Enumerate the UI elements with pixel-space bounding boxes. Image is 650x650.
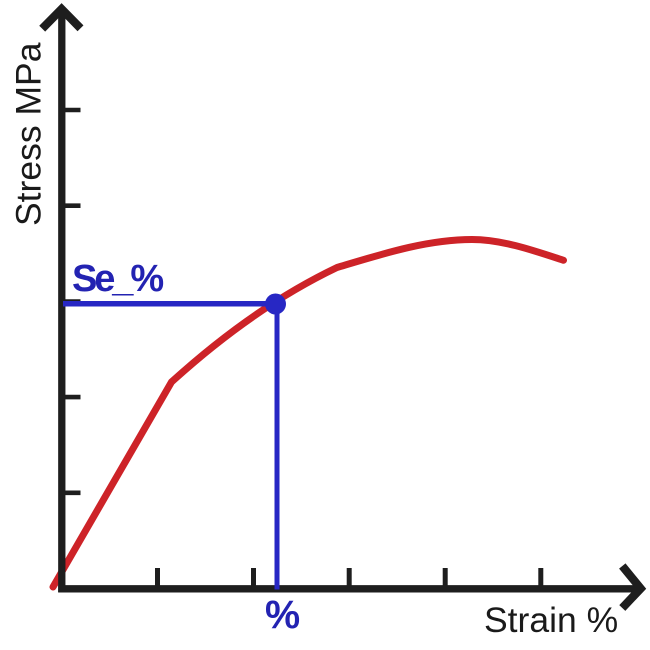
svg-text:Strain %: Strain % (484, 600, 618, 640)
svg-text:Stress MPa: Stress MPa (9, 42, 49, 226)
svg-text:%: % (265, 593, 300, 637)
svg-text:Se_%: Se_% (72, 258, 163, 300)
